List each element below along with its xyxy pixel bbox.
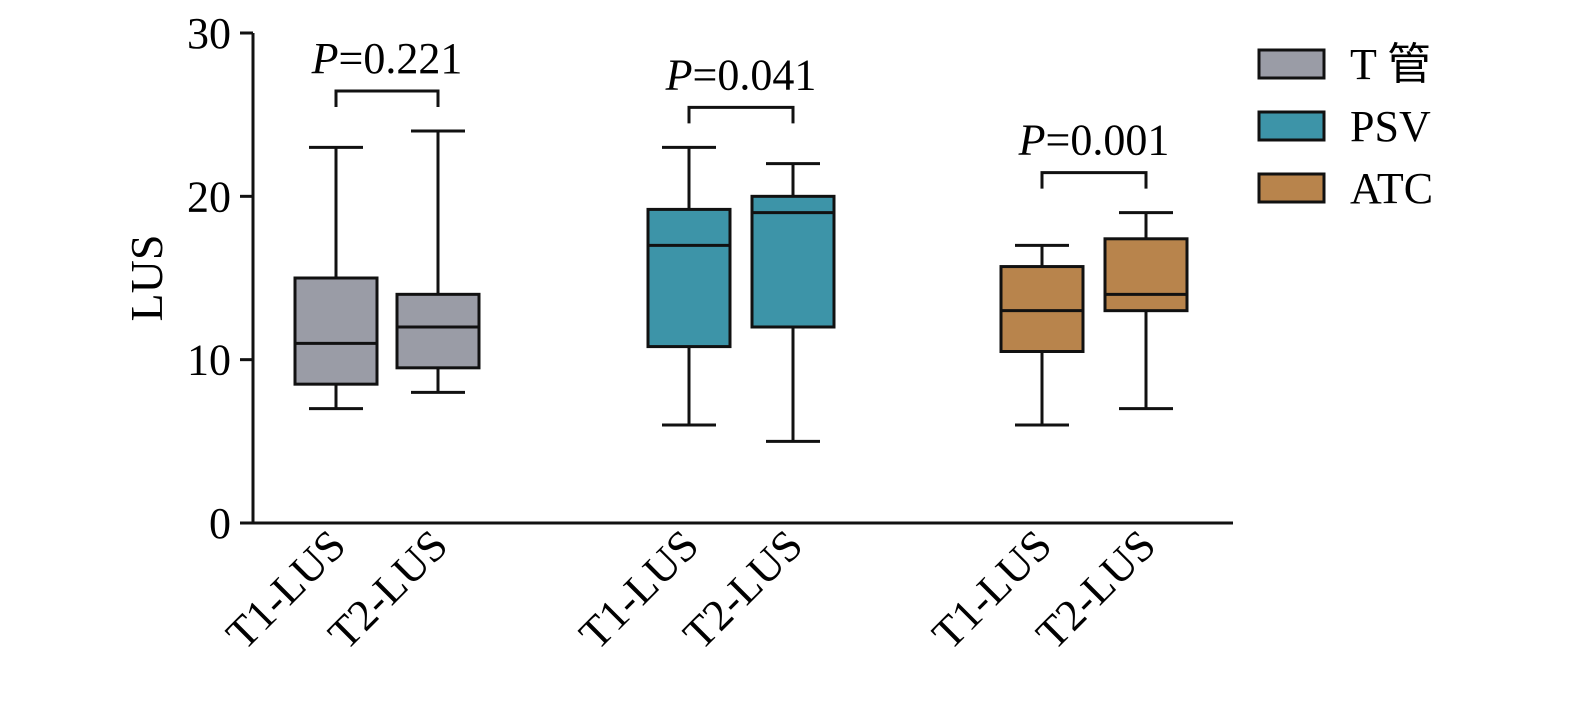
iqr-box [750,194,836,329]
y-tick-label: 0 [209,499,231,548]
p-value: =0.221 [339,34,463,83]
axes: 0 10 20 30 LUS [121,9,1233,548]
p-value-label: P=0.041 [665,50,817,99]
boxes [293,129,1189,443]
iqr-box [293,276,379,386]
box-1-2 [395,129,481,394]
y-axis-label: LUS [121,235,172,322]
significance-bracket [1040,171,1148,189]
p-value-label: P=0.001 [1018,116,1170,165]
y-tick-label: 10 [187,336,231,385]
iqr-box [646,207,732,349]
significance-bracket [687,105,795,124]
legend: T 管 PSV ATC [1257,40,1433,213]
legend-label: T 管 [1350,40,1431,89]
significance-bracket [334,89,440,107]
legend-swatch [1257,48,1326,80]
legend-label: ATC [1350,164,1433,213]
legend-swatch [1257,172,1326,204]
iqr-box [395,292,481,370]
p-symbol: P [311,34,339,83]
p-symbol: P [1018,116,1046,165]
p-value-label: P=0.221 [311,34,463,83]
box-1-1 [293,145,379,411]
legend-label: PSV [1350,102,1431,151]
iqr-box [1103,237,1189,313]
box-2-1 [646,145,732,427]
box-3-1 [999,243,1085,427]
x-tick-label: T2-LUS [1027,520,1165,658]
legend-swatch [1257,110,1326,142]
p-value: =0.001 [1046,116,1170,165]
y-tick-label: 20 [187,172,231,221]
y-tick-label: 30 [187,9,231,58]
box-3-2 [1103,211,1189,411]
box-2-2 [750,162,836,443]
x-tick-label: T2-LUS [674,520,812,658]
iqr-box [999,265,1085,354]
p-value: =0.041 [693,50,817,99]
p-symbol: P [665,50,693,99]
